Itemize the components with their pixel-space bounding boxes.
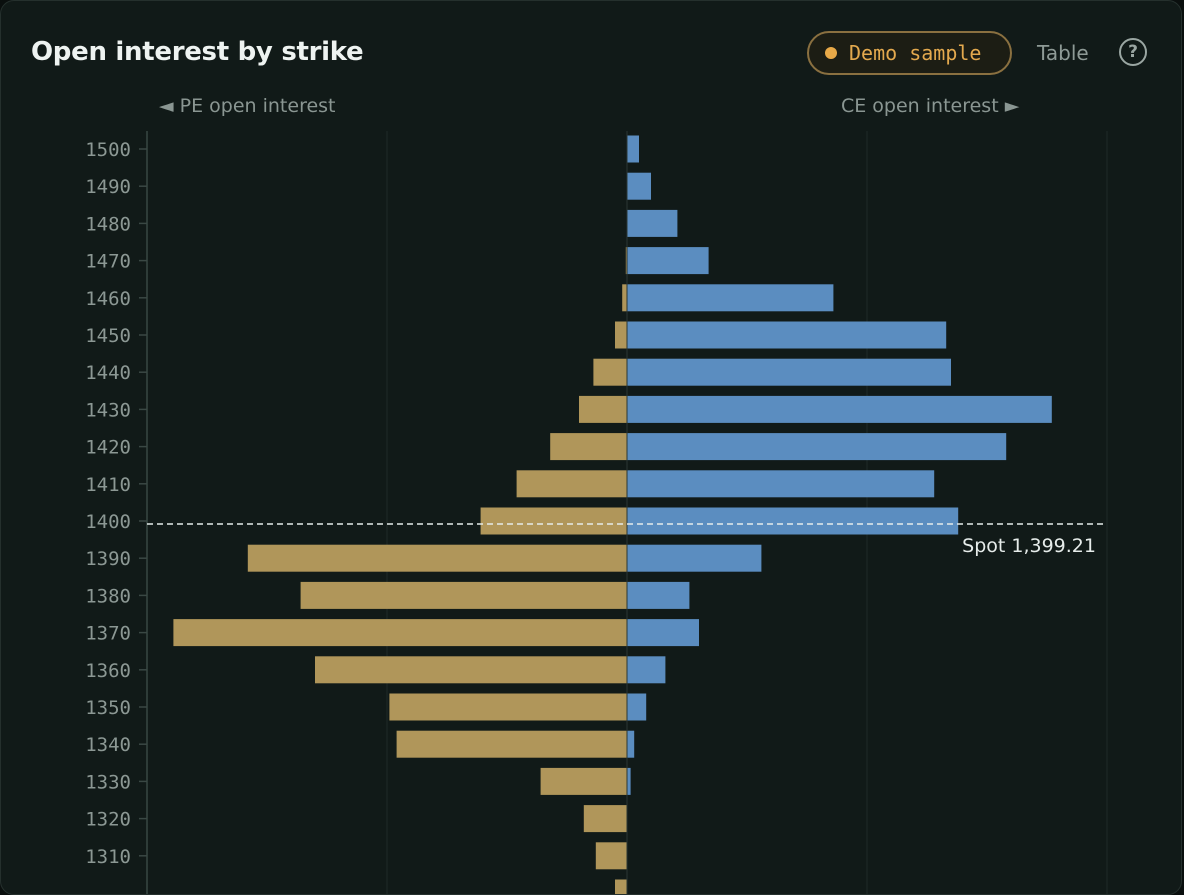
- ce-bar: [627, 322, 946, 349]
- ce-bar: [627, 768, 631, 795]
- y-tick-label: 1480: [85, 213, 131, 235]
- pe-bar: [615, 322, 627, 349]
- ce-bar: [627, 694, 646, 721]
- pe-bar: [173, 619, 627, 646]
- pe-bar: [596, 842, 627, 869]
- ce-bar: [627, 284, 833, 311]
- pe-bar: [593, 359, 627, 386]
- pe-bar: [579, 396, 627, 423]
- y-tick-label: 1360: [85, 660, 131, 682]
- y-tick-label: 1390: [85, 548, 131, 570]
- y-tick-label: 1330: [85, 771, 131, 793]
- y-tick-label: 1430: [85, 399, 131, 421]
- pe-bar: [541, 768, 627, 795]
- pe-bar: [248, 545, 627, 572]
- y-tick-label: 1420: [85, 437, 131, 459]
- ce-bar: [627, 619, 699, 646]
- y-tick-label: 1320: [85, 809, 131, 831]
- y-tick-label: 1490: [85, 176, 131, 198]
- ce-bar: [627, 433, 1006, 460]
- y-tick-label: 1310: [85, 846, 131, 868]
- y-tick-label: 1380: [85, 585, 131, 607]
- ce-bar: [627, 582, 689, 609]
- ce-bar: [627, 247, 709, 274]
- y-tick-label: 1400: [85, 511, 131, 533]
- pe-bar: [550, 433, 627, 460]
- y-tick-label: 1460: [85, 288, 131, 310]
- pe-bar: [584, 805, 627, 832]
- ce-bar: [627, 173, 651, 200]
- ce-bar: [627, 396, 1052, 423]
- ce-bar: [627, 545, 761, 572]
- pe-bar: [315, 656, 627, 683]
- pe-bar: [622, 284, 627, 311]
- ce-bar: [627, 136, 639, 163]
- y-tick-label: 1470: [85, 251, 131, 273]
- pe-bar: [397, 731, 627, 758]
- y-tick-label: 1340: [85, 734, 131, 756]
- ce-bar: [627, 359, 951, 386]
- y-tick-label: 1440: [85, 362, 131, 384]
- spot-label: Spot 1,399.21: [962, 535, 1096, 557]
- pe-bar: [389, 694, 627, 721]
- pe-bar: [517, 470, 627, 497]
- pe-bar: [301, 582, 627, 609]
- y-tick-label: 1450: [85, 325, 131, 347]
- pe-bar: [481, 508, 627, 535]
- ce-bar: [627, 656, 665, 683]
- pe-bar: [615, 880, 627, 895]
- y-tick-label: 1410: [85, 474, 131, 496]
- y-tick-label: 1350: [85, 697, 131, 719]
- y-tick-label: 1500: [85, 139, 131, 161]
- ce-bar: [627, 508, 958, 535]
- y-tick-label: 1370: [85, 623, 131, 645]
- ce-bar: [627, 731, 634, 758]
- ce-bar: [627, 210, 677, 237]
- ce-bar: [627, 470, 934, 497]
